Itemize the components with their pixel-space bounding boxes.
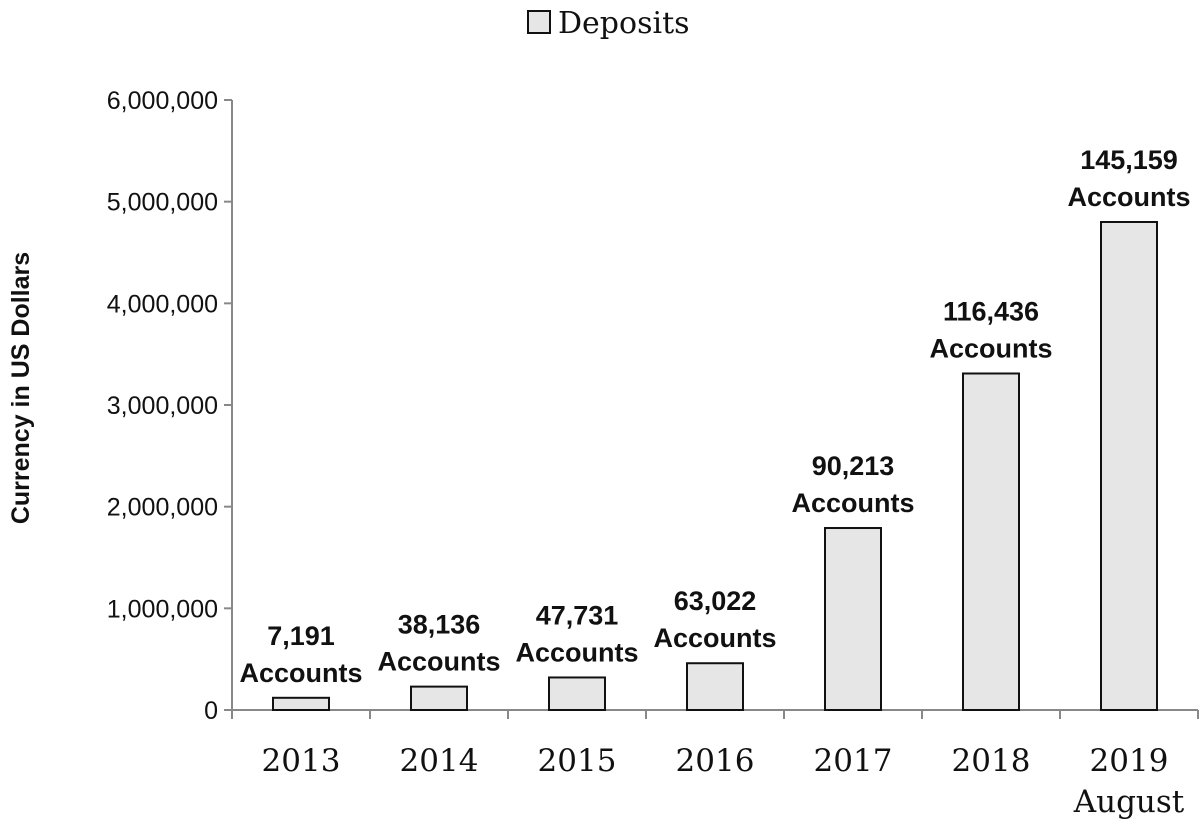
x-tick-label: 2017 <box>814 743 893 779</box>
x-tick-label: 2014 <box>400 743 479 779</box>
bar <box>272 696 330 711</box>
data-label: 145,159 Accounts <box>1067 145 1190 212</box>
x-tick-label: 2019 August <box>1073 743 1185 820</box>
data-label: 7,191 Accounts <box>239 621 362 688</box>
x-tick-label: 2013 <box>262 743 341 779</box>
bar <box>1100 221 1158 711</box>
legend-swatch-deposits <box>527 10 551 34</box>
y-tick-label: 3,000,000 <box>107 392 218 420</box>
legend: Deposits <box>527 6 690 41</box>
y-tick-label: 2,000,000 <box>107 494 218 522</box>
x-tick-label: 2015 <box>538 743 617 779</box>
y-axis-title: Currency in US Dollars <box>7 252 35 524</box>
data-label: 116,436 Accounts <box>929 296 1052 363</box>
y-tick-label: 6,000,000 <box>107 87 218 115</box>
x-tick-label: 2018 <box>952 743 1031 779</box>
y-tick-label: 1,000,000 <box>107 595 218 623</box>
bars <box>272 221 1158 712</box>
y-axis: 0 1,000,000 2,000,000 3,000,000 4,000,000 5,0… <box>107 87 233 725</box>
y-tick-label: 0 <box>204 697 218 725</box>
bar <box>824 527 882 711</box>
data-label: 47,731 Accounts <box>515 600 638 667</box>
data-label: 38,136 Accounts <box>377 610 500 677</box>
y-tick-label: 5,000,000 <box>107 189 218 217</box>
x-axis: 2013 2014 2015 2016 2017 2018 2019 August <box>231 709 1199 820</box>
bar <box>410 685 468 711</box>
bar <box>962 372 1020 711</box>
bar <box>548 676 606 712</box>
x-tick-label: 2016 <box>676 743 755 779</box>
data-label: 63,022 Accounts <box>653 586 776 653</box>
y-tick-label: 4,000,000 <box>107 290 218 318</box>
legend-label-deposits: Deposits <box>558 6 690 41</box>
data-label: 90,213 Accounts <box>791 451 914 518</box>
bar <box>686 662 744 712</box>
